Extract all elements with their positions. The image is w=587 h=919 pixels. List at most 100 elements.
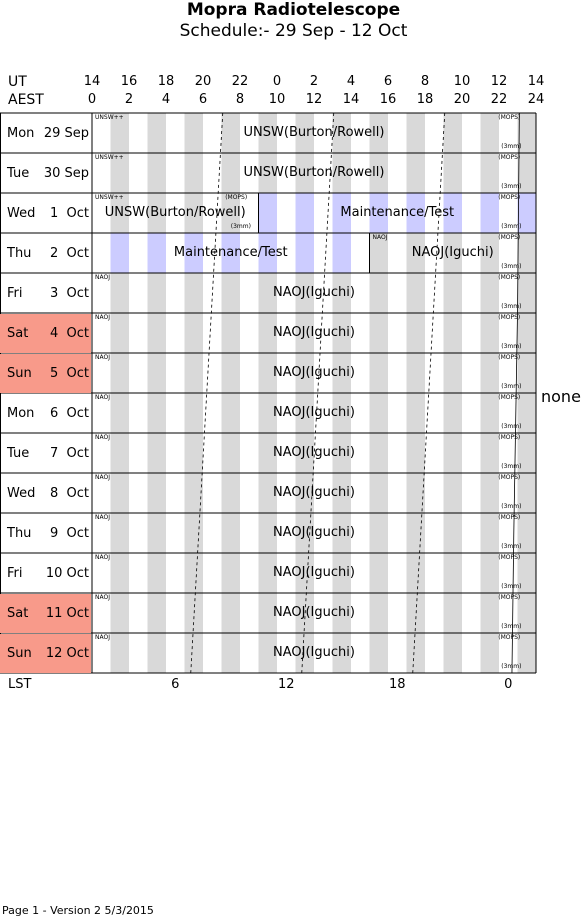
hour-stripe: [406, 433, 425, 473]
mops-tag: (MOPS): [498, 474, 521, 481]
day-label: Wed 1 Oct: [0, 194, 91, 234]
hour-stripe: [147, 113, 166, 153]
day-name: Tue: [7, 165, 30, 181]
lst-tick: 18: [388, 677, 406, 692]
hour-stripe: [369, 193, 388, 233]
project-label: NAOJ(Iguchi): [273, 445, 355, 460]
hour-stripe: [332, 593, 351, 633]
hour-stripe: [295, 313, 314, 353]
project-group-tag: NAOJ: [95, 314, 110, 321]
hour-stripe: [110, 553, 129, 593]
ut-tick: 14: [83, 74, 101, 89]
3mm-tag: (3mm): [501, 383, 522, 390]
ut-tick: 6: [383, 74, 393, 89]
hour-stripe: [332, 633, 351, 673]
hour-stripe: [295, 113, 314, 153]
3mm-tag: (3mm): [501, 503, 522, 510]
day-date: 4 Oct: [49, 325, 89, 341]
hour-stripe: [184, 273, 203, 313]
aest-tick: 0: [87, 92, 97, 107]
hour-stripe: [110, 513, 129, 553]
day-name: Fri: [7, 565, 23, 581]
hour-stripe: [406, 473, 425, 513]
hour-stripe: [258, 393, 277, 433]
page-title: Mopra Radiotelescope: [186, 0, 401, 20]
hour-stripe: [221, 593, 240, 633]
aest-tick: 18: [416, 92, 434, 107]
hour-stripe: [480, 193, 499, 233]
hour-stripe: [406, 233, 425, 273]
hour-stripe: [480, 113, 499, 153]
project-label: Maintenance/Test: [173, 245, 288, 260]
hour-stripe: [184, 593, 203, 633]
day-label: Mon 6 Oct: [0, 394, 91, 434]
hour-stripe: [480, 513, 499, 553]
day-date: 5 Oct: [49, 365, 89, 381]
project-group-tag: NAOJ: [95, 274, 110, 281]
ut-tick: 20: [194, 74, 212, 89]
hour-stripe: [110, 313, 129, 353]
hour-stripe: [406, 113, 425, 153]
hour-stripe: [332, 313, 351, 353]
day-date: 9 Oct: [49, 525, 89, 541]
hour-stripe: [480, 553, 499, 593]
hour-stripe: [184, 513, 203, 553]
hour-stripe: [295, 353, 314, 393]
hour-stripe: [332, 193, 351, 233]
hour-stripe: [517, 313, 536, 353]
hour-stripe: [517, 273, 536, 313]
hour-stripe: [443, 273, 462, 313]
hour-stripe: [110, 113, 129, 153]
hour-stripe: [110, 473, 129, 513]
mops-tag: (MOPS): [498, 394, 521, 401]
hour-stripe: [480, 593, 499, 633]
hour-stripe: [221, 393, 240, 433]
hour-stripe: [221, 353, 240, 393]
day-date: 1 Oct: [49, 205, 89, 221]
hour-stripe: [295, 433, 314, 473]
hour-stripe: [295, 273, 314, 313]
page-footer: Page 1 - Version 2 5/3/2015: [2, 904, 154, 917]
sunrise-curve: [511, 112, 520, 674]
project-label: UNSW(Burton/Rowell): [243, 125, 385, 140]
hour-stripe: [369, 553, 388, 593]
hour-stripe: [147, 193, 166, 233]
3mm-tag: (3mm): [501, 423, 522, 430]
aest-tick: 20: [453, 92, 471, 107]
day-date: 3 Oct: [49, 285, 89, 301]
mops-tag: (MOPS): [498, 234, 521, 241]
hour-stripe: [443, 193, 462, 233]
mops-tag: (MOPS): [498, 354, 521, 361]
hour-stripe: [332, 113, 351, 153]
hour-stripe: [517, 393, 536, 433]
ut-tick: 14: [527, 74, 545, 89]
hour-stripe: [332, 273, 351, 313]
project-group-tag: NAOJ: [95, 514, 110, 521]
day-name: Sat: [7, 325, 29, 341]
hour-stripe: [258, 113, 277, 153]
hour-stripe: [406, 193, 425, 233]
project-group-tag: NAOJ: [95, 394, 110, 401]
day-date: 10 Oct: [45, 565, 89, 581]
hour-stripe: [480, 433, 499, 473]
day-name: Mon: [7, 125, 35, 141]
day-name: Sun: [7, 365, 32, 381]
day-date: 30 Sep: [43, 165, 89, 181]
hour-stripe: [110, 393, 129, 433]
mops-tag: (MOPS): [498, 594, 521, 601]
hour-stripe: [110, 233, 129, 273]
hour-stripe: [147, 393, 166, 433]
3mm-tag: (3mm): [501, 303, 522, 310]
mops-tag: (MOPS): [498, 434, 521, 441]
hour-stripe: [369, 633, 388, 673]
hour-stripe: [258, 313, 277, 353]
day-label: Mon 29 Sep: [0, 114, 91, 154]
mops-tag: (MOPS): [225, 194, 248, 201]
project-label: NAOJ(Iguchi): [411, 245, 494, 260]
aest-tick: 22: [490, 92, 508, 107]
project-group-tag: NAOJ: [372, 234, 388, 241]
hour-stripe: [295, 513, 314, 553]
hour-stripe: [443, 153, 462, 193]
hour-stripe: [332, 553, 351, 593]
